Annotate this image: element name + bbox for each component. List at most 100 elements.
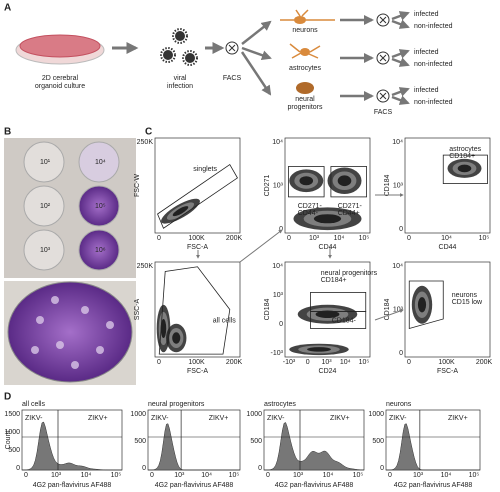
- astrocyte-icon: [300, 48, 310, 56]
- x-tick-label: 0: [407, 235, 411, 242]
- arrow: [391, 57, 410, 67]
- y-tick-label: 0: [258, 465, 262, 472]
- y-tick-label: 500: [8, 447, 20, 454]
- panel-label: B: [4, 127, 11, 138]
- y-tick-label: 10⁴: [272, 263, 283, 270]
- facs-icon: [376, 89, 390, 103]
- y-axis-label: CD184: [264, 299, 271, 321]
- y-tick-label: 500: [250, 438, 262, 445]
- histogram-title: neurons: [386, 401, 412, 408]
- x-axis-label: FSC-A: [437, 368, 458, 375]
- y-tick-label: 0: [142, 465, 146, 472]
- gate-label: all cells: [213, 318, 236, 325]
- arrow: [391, 11, 410, 21]
- neuron-icon: [280, 9, 335, 21]
- facs-icon: [379, 54, 387, 62]
- y-axis-label: CD184: [384, 175, 391, 197]
- population-label: neural: [295, 96, 315, 103]
- x-tick-label: 10⁵: [353, 472, 364, 479]
- gate-label: CD184+: [321, 277, 347, 284]
- gate: [442, 154, 488, 185]
- arrow: [391, 87, 410, 97]
- gate-label: astrocytes: [449, 146, 481, 153]
- arrow: [391, 19, 410, 29]
- plaque: [31, 346, 39, 354]
- histogram: [147, 423, 240, 471]
- x-tick-label: 10⁵: [359, 235, 370, 242]
- y-axis-label: Count: [5, 431, 12, 450]
- x-tick-label: 10³: [174, 472, 185, 479]
- y-tick-label: 1000: [4, 429, 20, 436]
- virus-icon: [172, 28, 188, 44]
- x-tick-label: 10⁵: [469, 472, 480, 479]
- petri-dish: [19, 34, 101, 58]
- density-contour: [172, 206, 189, 217]
- facs-label: FACS: [223, 75, 242, 82]
- x-tick-label: -10³: [283, 359, 296, 366]
- facs-icon: [225, 41, 239, 55]
- gate-label: singlets: [193, 166, 217, 173]
- arrow: [391, 95, 410, 105]
- virus-icon: [185, 53, 195, 63]
- y-axis-label: FSC-W: [134, 174, 141, 197]
- y-tick-label: 250K: [137, 263, 154, 270]
- y-tick-label: -10³: [271, 350, 284, 357]
- gate-label: ZIKV+: [88, 415, 108, 422]
- x-tick-label: 100K: [438, 359, 455, 366]
- gate: [287, 166, 325, 198]
- density-contour: [457, 164, 472, 173]
- y-tick-label: 1000: [130, 411, 146, 418]
- x-tick-label: 0: [157, 359, 161, 366]
- gate-label: ZIKV-: [267, 415, 285, 422]
- panel-label: C: [145, 127, 152, 138]
- infection-label: infection: [167, 83, 193, 90]
- virus-icon: [175, 31, 185, 41]
- well-label: 10⁶: [95, 247, 106, 254]
- plaque: [51, 296, 59, 304]
- y-tick-label: 500: [134, 438, 146, 445]
- well-label: 10¹: [40, 159, 51, 166]
- outcome-label: infected: [414, 87, 439, 94]
- facs-icon: [376, 51, 390, 65]
- y-tick-label: 0: [399, 226, 403, 233]
- x-axis-label: 4G2 pan-flavivirus AF488: [275, 482, 354, 489]
- plaque: [56, 341, 64, 349]
- gate: [330, 166, 367, 198]
- well-label: 10²: [40, 203, 51, 210]
- histogram: [385, 423, 480, 471]
- gate-label: neurons: [452, 292, 478, 299]
- plate-well: [23, 229, 65, 271]
- x-tick-label: 0: [150, 472, 154, 479]
- density-contour: [315, 310, 340, 319]
- x-axis-label: 4G2 pan-flavivirus AF488: [394, 482, 473, 489]
- x-tick-label: 10³: [293, 472, 304, 479]
- facs-label: FACS: [374, 109, 393, 116]
- dish-photo: [7, 281, 133, 383]
- histogram: [21, 421, 123, 471]
- y-tick-label: 0: [399, 350, 403, 357]
- x-tick-label: 10⁵: [359, 359, 370, 366]
- x-axis-label: CD24: [319, 368, 337, 375]
- gate-label: ZIKV+: [209, 415, 229, 422]
- x-tick-label: 10³: [321, 359, 332, 366]
- x-tick-label: 0: [266, 472, 270, 479]
- y-tick-label: 0: [279, 321, 283, 328]
- facs-icon: [376, 13, 390, 27]
- x-tick-label: 10⁴: [334, 235, 345, 242]
- gate-label: ZIKV-: [25, 415, 43, 422]
- y-tick-label: 10⁴: [392, 139, 403, 146]
- population-label: astrocytes: [289, 65, 321, 72]
- culture-label: organoid culture: [35, 83, 85, 90]
- x-tick-label: 10³: [413, 472, 424, 479]
- density-contour: [160, 319, 167, 338]
- gate: [408, 280, 444, 330]
- x-axis-label: CD44: [319, 244, 337, 251]
- infection-label: viral: [174, 75, 187, 82]
- y-tick-label: 10³: [273, 292, 284, 299]
- facs-icon: [379, 92, 387, 100]
- x-tick-label: 10³: [51, 472, 62, 479]
- plate-well: [78, 141, 120, 183]
- density-contour: [299, 176, 314, 186]
- density-contour: [337, 175, 352, 187]
